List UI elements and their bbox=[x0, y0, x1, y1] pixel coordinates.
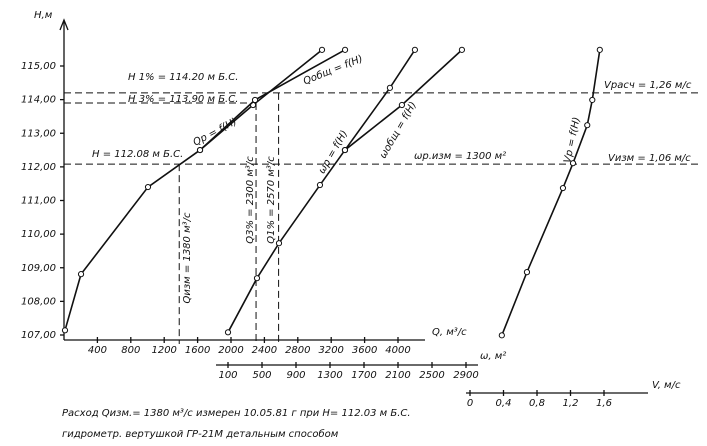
point bbox=[316, 181, 324, 189]
annotation: Vрасч = 1,26 м/с bbox=[604, 80, 692, 91]
point bbox=[196, 146, 204, 154]
point bbox=[341, 46, 349, 53]
x-tick-label: 500 bbox=[252, 370, 271, 381]
curve bbox=[64, 49, 323, 331]
v-line-label: Q3% = 2300 м³/с bbox=[245, 156, 256, 244]
x-tick-label: 2000 bbox=[218, 345, 243, 356]
h-line-label: H 1% = 114.20 м Б.С. bbox=[128, 72, 238, 83]
annotation: Vизм = 1,06 м/с bbox=[608, 153, 691, 164]
annotation: ωр.изм = 1300 м² bbox=[414, 151, 506, 162]
y-tick-label: 112,00 bbox=[21, 162, 56, 173]
y-arrow bbox=[59, 18, 69, 31]
point bbox=[569, 160, 577, 167]
point bbox=[61, 327, 69, 334]
h-line-label: H = 112.08 м Б.С. bbox=[92, 149, 183, 160]
point bbox=[596, 46, 603, 53]
point bbox=[275, 240, 283, 247]
point bbox=[144, 183, 152, 191]
x-tick-label: 1600 bbox=[185, 345, 210, 356]
x-tick-label: 2800 bbox=[285, 345, 310, 356]
y-tick-label: 110,00 bbox=[21, 229, 56, 240]
x-tick-label: 800 bbox=[121, 345, 140, 356]
point bbox=[341, 146, 349, 154]
y-tick-label: 115,00 bbox=[21, 61, 56, 72]
x-tick-label: 1300 bbox=[317, 370, 342, 381]
x-tick-label: 2400 bbox=[252, 345, 277, 356]
x-tick-label: 1,6 bbox=[596, 398, 612, 409]
point bbox=[411, 46, 419, 53]
x-tick-label: 100 bbox=[218, 370, 237, 381]
point bbox=[253, 275, 261, 282]
y-tick-label: 113,00 bbox=[21, 128, 56, 139]
x-tick-label: 2100 bbox=[385, 370, 410, 381]
y-tick-label: 111,00 bbox=[21, 196, 56, 207]
note: гидрометр. вертушкой ГР-21М детальным сп… bbox=[62, 428, 339, 440]
x-tick-label: 4000 bbox=[385, 345, 410, 356]
y-tick-label: 109,00 bbox=[21, 263, 56, 274]
note: Расход Qизм.= 1380 м³/с измерен 10.05.81… bbox=[62, 408, 411, 419]
point bbox=[318, 46, 326, 53]
point bbox=[584, 122, 591, 129]
x-tick-label: 400 bbox=[88, 345, 107, 356]
h-line-label: H 3% = 113.90 м Б.С. bbox=[128, 94, 238, 105]
point bbox=[523, 269, 531, 276]
point bbox=[224, 329, 232, 336]
point bbox=[559, 184, 567, 192]
v-line-label: Q1% = 2570 м³/с bbox=[266, 156, 277, 244]
y-tick-label: 108,00 bbox=[21, 296, 56, 307]
x-tick-label: 2500 bbox=[419, 370, 444, 381]
point bbox=[498, 332, 505, 339]
x-tick-label: 0 bbox=[467, 398, 473, 409]
v-line-label: Qизм = 1380 м³/с bbox=[182, 212, 193, 304]
point bbox=[589, 96, 596, 104]
x-tick-label: 1700 bbox=[351, 370, 376, 381]
y-tick-label: 114,00 bbox=[21, 95, 56, 106]
x-tick-label: 900 bbox=[286, 370, 305, 381]
point bbox=[458, 46, 466, 53]
x-axis-label: Q, м³/с bbox=[432, 327, 467, 338]
point bbox=[77, 271, 85, 278]
point bbox=[398, 101, 406, 109]
x-tick-label: 0,8 bbox=[529, 398, 545, 409]
x-tick-label: 2900 bbox=[453, 370, 478, 381]
point bbox=[386, 84, 394, 91]
x-tick-label: 1200 bbox=[151, 345, 176, 356]
y-tick-label: 107,00 bbox=[21, 330, 56, 341]
x-tick-label: 3200 bbox=[318, 345, 343, 356]
x-tick-label: 3600 bbox=[352, 345, 377, 356]
x-axis-label: V, м/с bbox=[652, 380, 681, 391]
x-axis-label: ω, м² bbox=[480, 351, 506, 362]
x-tick-label: 0,4 bbox=[496, 398, 512, 409]
y-axis-label: H,м bbox=[34, 10, 53, 21]
x-tick-label: 1,2 bbox=[563, 398, 579, 409]
point bbox=[251, 96, 259, 104]
